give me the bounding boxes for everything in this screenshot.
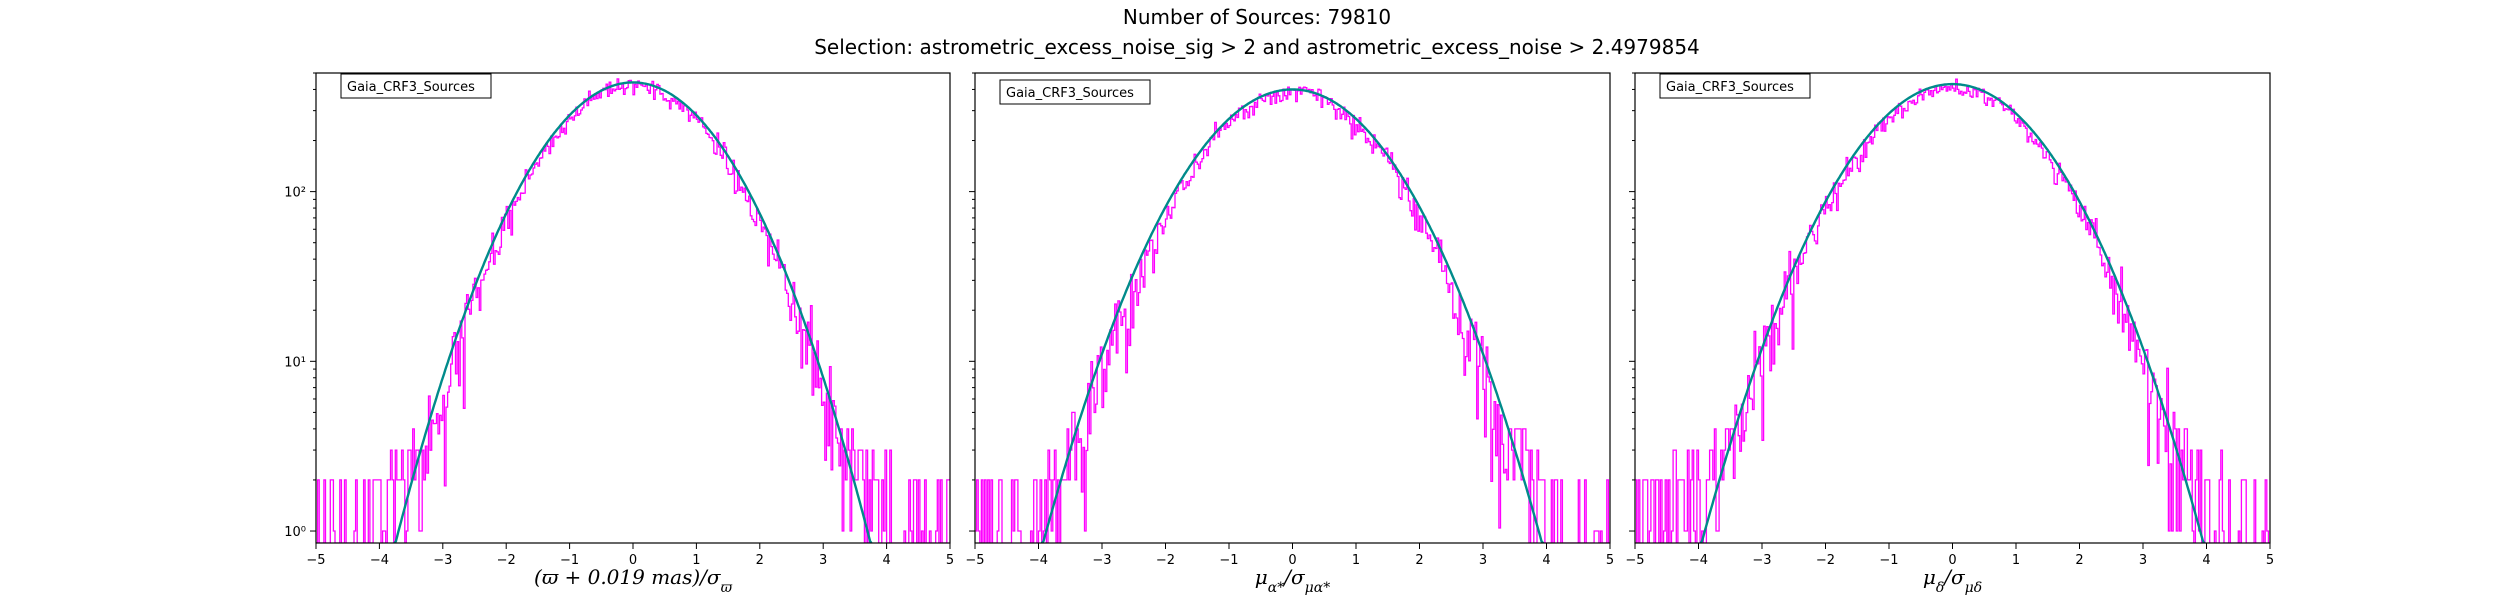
plot-area: [975, 86, 1610, 543]
y-tick-label: 10¹: [284, 355, 306, 370]
x-tick-label: 5: [2266, 553, 2274, 568]
gaussian-fit-line: [1041, 88, 1544, 543]
x-tick-label: −3: [1752, 553, 1771, 568]
x-tick-label: 4: [1542, 553, 1550, 568]
x-tick-label: 3: [819, 553, 827, 568]
x-tick-label: 5: [946, 553, 954, 568]
histogram-series: [1635, 78, 2270, 543]
legend-label: Gaia_CRF3_Sources: [347, 80, 475, 95]
chart-panel-1: −5 −4 −3 −2 −1 0 1 2 3 4 5 10⁰ 10¹ 10² Gaia_CRF3_Sourc…: [284, 72, 954, 596]
legend-box: [1659, 73, 1811, 99]
x-tick-label: −5: [1625, 553, 1644, 568]
x-tick-label: 0: [629, 553, 637, 568]
x-tick-label: 4: [882, 553, 890, 568]
x-tick-label: 0: [1288, 553, 1296, 568]
legend-label: Gaia_CRF3_Sources: [1006, 86, 1134, 101]
x-tick-label: 1: [1352, 553, 1360, 568]
y-tick-label: 10⁰: [284, 525, 306, 540]
plot-area: [316, 78, 950, 543]
plot-area: [1635, 78, 2270, 543]
legend-label: Gaia_CRF3_Sources: [1666, 80, 1794, 95]
x-tick-label: −4: [1029, 553, 1048, 568]
x-tick-label: −1: [1219, 553, 1238, 568]
x-tick-label: 2: [756, 553, 764, 568]
legend-box: [999, 79, 1151, 105]
x-tick-label: 2: [1415, 553, 1423, 568]
x-tick-label: 1: [692, 553, 700, 568]
gaussian-fit-line: [1699, 82, 2206, 543]
legend-box: [340, 73, 492, 99]
x-tick-label: −1: [560, 553, 579, 568]
x-tick-label: 5: [1606, 553, 1614, 568]
panels-group: −5 −4 −3 −2 −1 0 1 2 3 4 5 10⁰ 10¹ 10² Gaia_CRF3_Sourc…: [284, 72, 2274, 596]
histogram-series: [975, 86, 1610, 543]
chart-panel-2: −5 −4 −3 −2 −1 0 1 2 3 4 5 Gaia_CRF3_Sources μα*/σμα…: [965, 72, 1614, 596]
histogram-series: [316, 78, 950, 543]
chart-panel-3: −5 −4 −3 −2 −1 0 1 2 3 4 5 Gaia_CRF3_Sources μδ/σμδ: [1625, 72, 2274, 596]
x-tick-label: −5: [306, 553, 325, 568]
x-tick-label: 0: [1948, 553, 1956, 568]
x-axis-label: μα*/σμα*: [1255, 565, 1330, 596]
x-tick-label: 3: [1479, 553, 1487, 568]
x-axis-label: μδ/σμδ: [1923, 565, 1982, 596]
figure-title-line1: Number of Sources: 79810: [1123, 5, 1391, 29]
x-tick-label: 3: [2139, 553, 2147, 568]
x-tick-label: −5: [965, 553, 984, 568]
figure-title-line2: Selection: astrometric_excess_noise_sig …: [814, 35, 1700, 59]
x-tick-label: 2: [2075, 553, 2083, 568]
x-tick-label: 1: [2012, 553, 2020, 568]
x-tick-label: −1: [1879, 553, 1898, 568]
x-tick-label: −4: [1689, 553, 1708, 568]
axes-frame: [1634, 72, 2271, 544]
gaussian-fit-line: [393, 81, 873, 543]
x-tick-label: −2: [1816, 553, 1835, 568]
x-tick-label: −3: [1092, 553, 1111, 568]
x-tick-label: −3: [433, 553, 452, 568]
x-tick-label: 4: [2202, 553, 2210, 568]
x-axis-label: (ϖ + 0.019 mas)/σϖ: [534, 565, 733, 596]
x-tick-label: −4: [370, 553, 389, 568]
x-tick-label: −2: [497, 553, 516, 568]
x-tick-label: −2: [1156, 553, 1175, 568]
y-tick-label: 10²: [284, 186, 306, 201]
